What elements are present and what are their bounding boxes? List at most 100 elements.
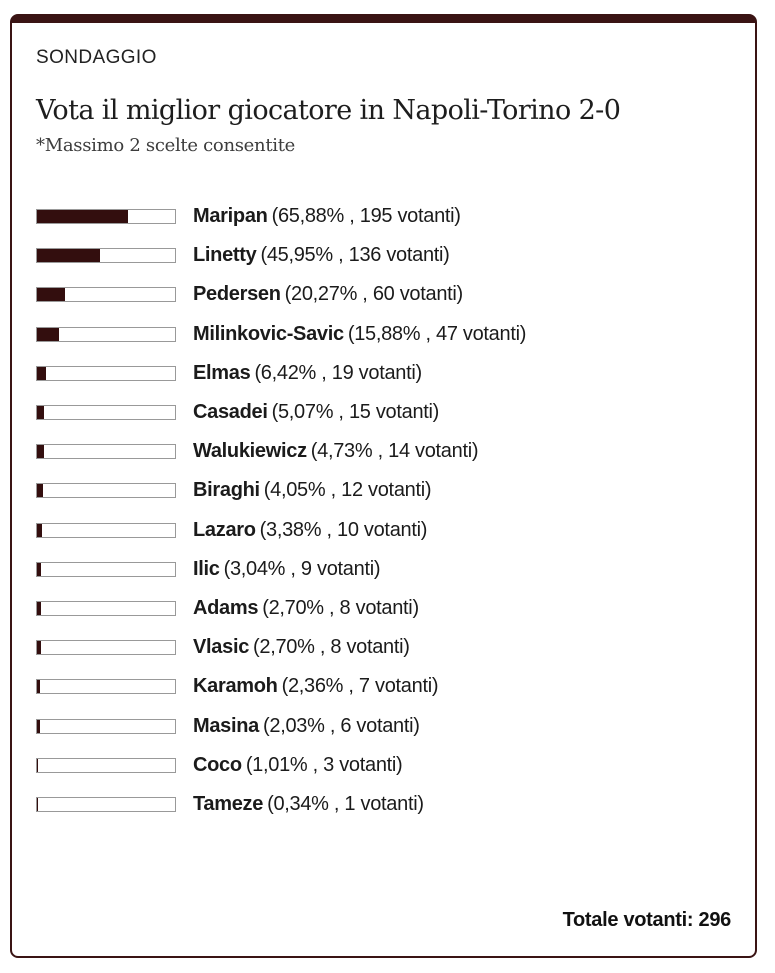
poll-bar-track xyxy=(36,287,176,303)
poll-bar-track xyxy=(36,679,176,695)
player-name: Milinkovic-Savic xyxy=(193,322,344,345)
vote-detail: (15,88% , 47 votanti) xyxy=(347,322,527,345)
poll-bar-track xyxy=(36,405,176,421)
vote-detail: (2,36% , 7 votanti) xyxy=(281,675,439,698)
poll-option-label: Walukiewicz (4,73% , 14 votanti) xyxy=(193,440,479,463)
player-name: Casadei xyxy=(193,401,268,424)
poll-card: SONDAGGIO Vota il miglior giocatore in N… xyxy=(10,14,757,958)
poll-bar-track xyxy=(36,757,176,773)
poll-bar-fill xyxy=(37,641,41,655)
player-name: Walukiewicz xyxy=(193,440,307,463)
player-name: Linetty xyxy=(193,244,257,267)
poll-bar-fill xyxy=(37,366,46,380)
poll-option-label: Adams (2,70% , 8 votanti) xyxy=(193,597,419,620)
poll-option-row: Biraghi (4,05% , 12 votanti) xyxy=(36,471,739,510)
vote-detail: (1,01% , 3 votanti) xyxy=(245,753,403,776)
poll-option-label: Coco (1,01% , 3 votanti) xyxy=(193,753,403,777)
poll-bar-fill xyxy=(37,249,101,263)
poll-option-label: Vlasic (2,70% , 8 votanti) xyxy=(193,636,410,659)
poll-bar-fill xyxy=(37,758,39,772)
poll-title: Vota il miglior giocatore in Napoli-Tori… xyxy=(36,95,621,126)
poll-bar-fill xyxy=(37,484,43,498)
player-name: Adams xyxy=(193,596,259,619)
poll-bar-track xyxy=(36,640,176,656)
poll-bar-track xyxy=(36,209,176,225)
vote-detail: (45,95% , 136 votanti) xyxy=(260,244,450,267)
poll-option-label: Masina (2,03% , 6 votanti) xyxy=(193,715,420,738)
poll-option-label: Tameze (0,34% , 1 votanti) xyxy=(193,793,424,816)
poll-bar-fill xyxy=(37,210,128,224)
vote-detail: (3,04% , 9 votanti) xyxy=(223,557,381,580)
poll-option-row: Walukiewicz (4,73% , 14 votanti) xyxy=(36,432,739,471)
poll-option-row: Lazaro (3,38% , 10 votanti) xyxy=(36,511,739,550)
poll-bar-fill xyxy=(37,680,41,694)
player-name: Ilic xyxy=(193,557,220,580)
poll-option-row: Masina (2,03% , 6 votanti) xyxy=(36,706,739,745)
poll-kicker: SONDAGGIO xyxy=(36,47,157,68)
poll-option-label: Ilic (3,04% , 9 votanti) xyxy=(193,557,381,581)
player-name: Coco xyxy=(193,753,242,776)
poll-option-label: Casadei (5,07% , 15 votanti) xyxy=(193,401,439,424)
total-votes: Totale votanti: 296 xyxy=(562,909,732,931)
vote-detail: (65,88% , 195 votanti) xyxy=(271,205,461,228)
poll-bar-track xyxy=(36,365,176,381)
vote-detail: (6,42% , 19 votanti) xyxy=(254,361,422,384)
poll-bar-track xyxy=(36,444,176,460)
poll-bar-fill xyxy=(37,406,44,420)
vote-detail: (20,27% , 60 votanti) xyxy=(284,283,464,306)
vote-detail: (3,38% , 10 votanti) xyxy=(259,518,428,541)
player-name: Masina xyxy=(193,714,260,737)
player-name: Elmas xyxy=(193,361,251,384)
poll-option-row: Adams (2,70% , 8 votanti) xyxy=(36,589,739,628)
player-name: Maripan xyxy=(193,205,268,228)
poll-bar-track xyxy=(36,718,176,734)
player-name: Tameze xyxy=(193,792,264,815)
poll-bar-fill xyxy=(37,288,65,302)
poll-option-row: Coco (1,01% , 3 votanti) xyxy=(36,746,739,785)
player-name: Vlasic xyxy=(193,636,250,659)
poll-bar-track xyxy=(36,483,176,499)
poll-option-label: Biraghi (4,05% , 12 votanti) xyxy=(193,479,432,502)
player-name: Karamoh xyxy=(193,675,278,698)
poll-option-label: Maripan (65,88% , 195 votanti) xyxy=(193,205,461,228)
player-name: Pedersen xyxy=(193,283,281,306)
poll-bar-fill xyxy=(37,719,40,733)
vote-detail: (2,70% , 8 votanti) xyxy=(262,596,419,619)
poll-option-row: Linetty (45,95% , 136 votanti) xyxy=(36,236,739,275)
poll-option-label: Karamoh (2,36% , 7 votanti) xyxy=(193,675,439,698)
poll-bar-fill xyxy=(37,445,44,459)
vote-detail: (0,34% , 1 votanti) xyxy=(267,792,424,815)
poll-option-row: Tameze (0,34% , 1 votanti) xyxy=(36,785,739,824)
vote-detail: (4,05% , 12 votanti) xyxy=(263,479,432,502)
poll-option-row: Milinkovic-Savic (15,88% , 47 votanti) xyxy=(36,315,739,354)
poll-option-row: Elmas (6,42% , 19 votanti) xyxy=(36,354,739,393)
poll-option-row: Pedersen (20,27% , 60 votanti) xyxy=(36,275,739,314)
poll-option-row: Casadei (5,07% , 15 votanti) xyxy=(36,393,739,432)
poll-options: Maripan (65,88% , 195 votanti) Linetty (45… xyxy=(36,197,739,824)
poll-option-label: Linetty (45,95% , 136 votanti) xyxy=(193,244,450,267)
poll-option-label: Pedersen (20,27% , 60 votanti) xyxy=(193,283,463,306)
poll-option-row: Ilic (3,04% , 9 votanti) xyxy=(36,550,739,589)
vote-detail: (5,07% , 15 votanti) xyxy=(271,401,440,424)
poll-option-label: Milinkovic-Savic (15,88% , 47 votanti) xyxy=(193,323,526,346)
vote-detail: (4,73% , 14 votanti) xyxy=(310,440,479,463)
vote-detail: (2,70% , 8 votanti) xyxy=(253,636,410,659)
poll-bar-fill xyxy=(37,601,41,615)
poll-bar-track xyxy=(36,248,176,264)
poll-bar-track xyxy=(36,561,176,577)
poll-bar-fill xyxy=(37,562,42,576)
poll-bar-track xyxy=(36,326,176,342)
poll-option-row: Karamoh (2,36% , 7 votanti) xyxy=(36,667,739,706)
poll-option-row: Maripan (65,88% , 195 votanti) xyxy=(36,197,739,236)
poll-subtitle: *Massimo 2 scelte consentite xyxy=(36,135,295,156)
poll-option-row: Vlasic (2,70% , 8 votanti) xyxy=(36,628,739,667)
poll-bar-track xyxy=(36,796,176,812)
vote-detail: (2,03% , 6 votanti) xyxy=(263,714,420,737)
player-name: Lazaro xyxy=(193,518,256,541)
poll-option-label: Lazaro (3,38% , 10 votanti) xyxy=(193,519,427,542)
poll-bar-track xyxy=(36,600,176,616)
poll-bar-fill xyxy=(37,327,59,341)
player-name: Biraghi xyxy=(193,479,260,502)
poll-option-label: Elmas (6,42% , 19 votanti) xyxy=(193,362,422,385)
poll-bar-track xyxy=(36,522,176,538)
